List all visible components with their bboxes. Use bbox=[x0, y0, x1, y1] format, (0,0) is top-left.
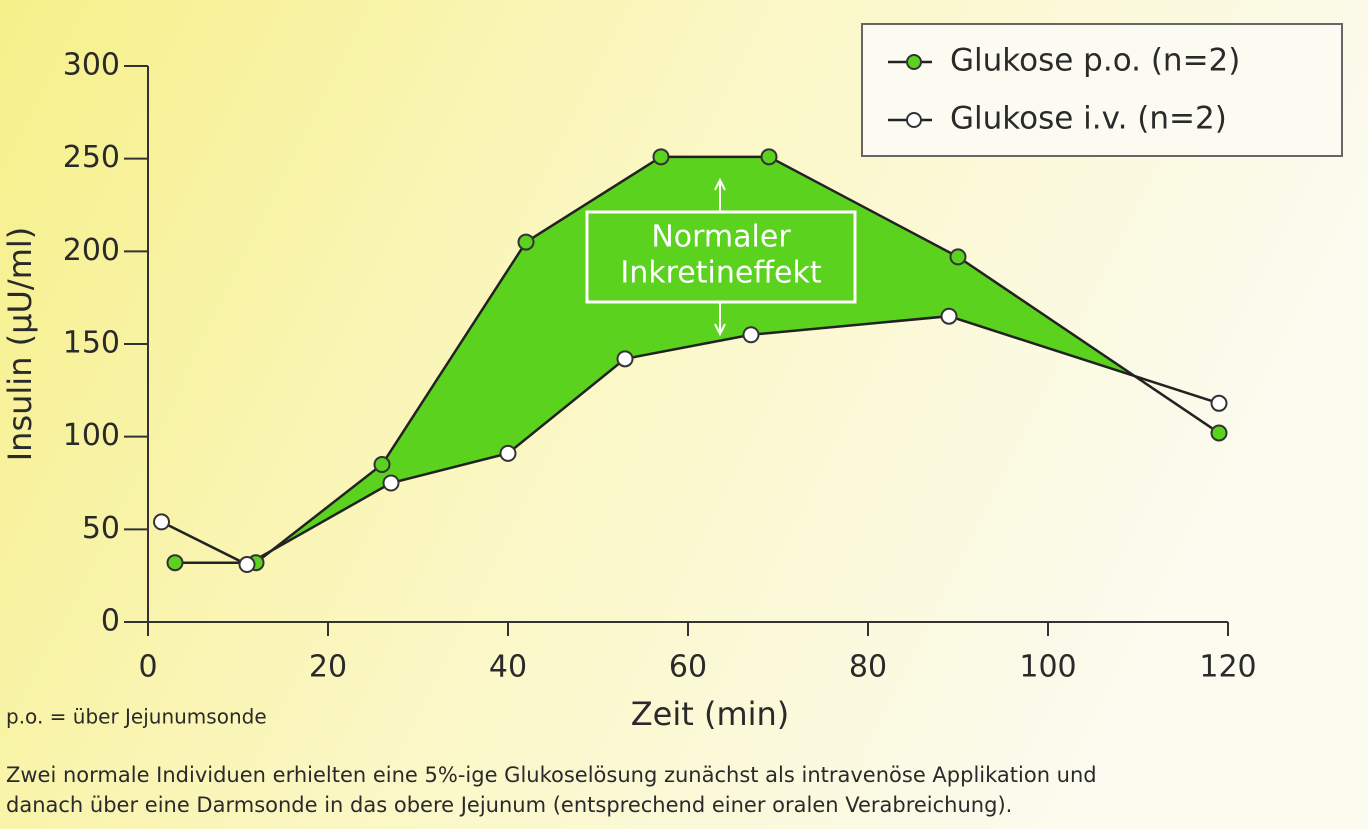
data-point bbox=[499, 444, 517, 462]
y-tick-label: 250 bbox=[63, 140, 120, 175]
data-point bbox=[616, 350, 634, 368]
legend-label: Glukose i.v. (n=2) bbox=[950, 101, 1227, 137]
legend-box bbox=[861, 23, 1343, 157]
data-point bbox=[373, 455, 391, 473]
x-tick-label: 0 bbox=[138, 650, 157, 685]
y-tick-label: 150 bbox=[63, 326, 120, 361]
data-point bbox=[940, 307, 958, 325]
data-point bbox=[1210, 424, 1228, 442]
data-point bbox=[760, 148, 778, 166]
y-tick-label: 200 bbox=[63, 233, 120, 268]
y-axis-label: Insulin (µU/ml) bbox=[1, 227, 39, 462]
data-point bbox=[949, 248, 967, 266]
caption-line: Zwei normale Individuen erhielten eine 5… bbox=[6, 763, 1097, 787]
x-tick-label: 60 bbox=[669, 650, 707, 685]
data-point bbox=[166, 554, 184, 572]
data-point bbox=[517, 233, 535, 251]
x-tick-label: 120 bbox=[1199, 650, 1256, 685]
y-tick-label: 100 bbox=[63, 418, 120, 453]
caption-line: danach über eine Darmsonde in das obere … bbox=[6, 793, 1012, 817]
annotation-box bbox=[585, 210, 857, 304]
data-point bbox=[1210, 394, 1228, 412]
series-line bbox=[160, 314, 1220, 566]
arrow-head bbox=[714, 323, 726, 337]
x-tick-label: 100 bbox=[1019, 650, 1076, 685]
arrow-head bbox=[714, 177, 726, 191]
legend-label: Glukose p.o. (n=2) bbox=[950, 43, 1240, 79]
x-tick-label: 20 bbox=[309, 650, 347, 685]
annotation-text: Normaler bbox=[651, 220, 791, 255]
x-axis-label: Zeit (min) bbox=[631, 695, 790, 733]
data-point bbox=[742, 326, 760, 344]
y-tick-label: 50 bbox=[82, 511, 120, 546]
annotation-text: Inkretineffekt bbox=[620, 256, 821, 291]
x-tick-label: 80 bbox=[849, 650, 887, 685]
legend-marker bbox=[906, 112, 922, 128]
data-point bbox=[382, 474, 400, 492]
note: p.o. = über Jejunumsonde bbox=[6, 705, 267, 729]
data-point bbox=[652, 148, 670, 166]
x-tick-label: 40 bbox=[489, 650, 527, 685]
legend-marker bbox=[906, 54, 922, 70]
data-point bbox=[238, 556, 256, 574]
y-tick-label: 300 bbox=[63, 48, 120, 83]
data-point bbox=[153, 513, 170, 531]
y-tick-label: 0 bbox=[101, 604, 120, 639]
